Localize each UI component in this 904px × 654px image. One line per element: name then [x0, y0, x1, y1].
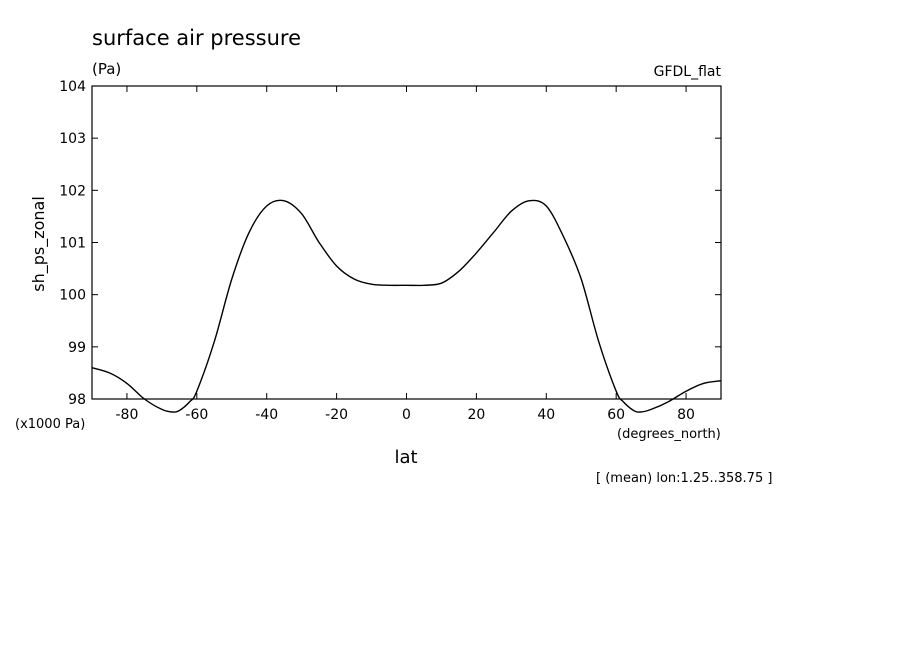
y-tick-label: 98	[68, 392, 86, 408]
x-tick-label: 40	[537, 407, 555, 423]
x-units-label: (degrees_north)	[617, 427, 721, 442]
series-line	[91, 199, 722, 413]
chart-units: (Pa)	[92, 60, 121, 78]
x-tick-label: -20	[325, 407, 348, 423]
y-tick-label: 101	[59, 236, 86, 252]
y-tick-label: 104	[59, 79, 86, 95]
x-tick-label: 80	[677, 407, 695, 423]
x-tick-label: 0	[402, 407, 411, 423]
y-tick-label: 103	[59, 131, 86, 147]
plot-frame	[91, 85, 722, 400]
x-axis-label: lat	[394, 447, 417, 468]
subset-note: [ (mean) lon:1.25..358.75 ]	[596, 471, 772, 486]
y-tick-label: 102	[59, 183, 86, 199]
x-tick-label: -40	[255, 407, 278, 423]
plot-area: -80 -60 -40 -20 0 20 40 60 80 98 99 100 101 102 103 10…	[59, 79, 722, 423]
y-tick-label: 100	[59, 288, 86, 304]
x-axis: -80 -60 -40 -20 0 20 40 60 80	[116, 86, 695, 423]
y-scale-note: (x1000 Pa)	[15, 417, 85, 432]
x-tick-label: -60	[185, 407, 208, 423]
y-tick-label: 99	[68, 340, 86, 356]
chart-source: GFDL_flat	[654, 64, 722, 80]
x-tick-label: 60	[607, 407, 625, 423]
y-axis-label: sh_ps_zonal	[29, 196, 49, 292]
x-tick-label: 20	[467, 407, 485, 423]
x-tick-label: -80	[116, 407, 139, 423]
chart-title: surface air pressure	[92, 26, 301, 50]
y-axis: 98 99 100 101 102 103 104	[59, 79, 721, 408]
